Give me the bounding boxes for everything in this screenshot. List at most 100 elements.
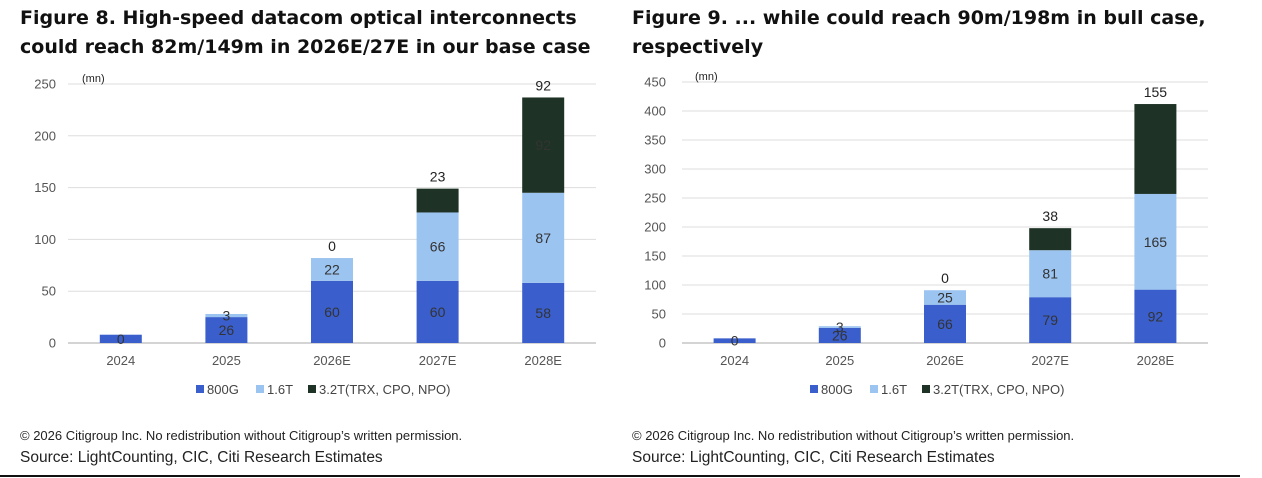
bar-segment [1134,193,1177,290]
bar-segment [205,317,248,343]
legend-swatch [196,385,204,393]
bar-segment [416,280,459,343]
legend-label: 1.6T [267,382,293,397]
bar-segment [205,313,248,318]
bar-segment [522,192,565,283]
figure-8-title: Figure 8. High-speed datacom optical int… [20,7,591,58]
bar-segment [1029,297,1072,343]
legend-swatch [922,385,930,393]
legend-label: 800G [207,382,239,397]
bottom-rule [0,475,1240,477]
bar-segment [713,338,756,343]
y-tick-label: 0 [659,336,666,351]
y-tick-label: 150 [34,180,56,195]
legend-label: 800G [821,382,853,397]
data-label: 25 [937,289,953,305]
data-label: 26 [832,327,848,343]
top-label: 155 [1144,84,1168,100]
legend-label: 3.2T(TRX, CPO, NPO) [319,382,450,397]
bar-segment [1029,228,1072,251]
bar-segment [818,327,861,343]
x-tick-label: 2026E [313,353,351,368]
data-label: 0 [731,333,739,349]
data-label: 165 [1144,234,1168,250]
data-label: 87 [535,230,551,246]
data-label: 81 [1042,266,1058,282]
y-tick-label: 200 [644,220,666,235]
data-label: 22 [324,261,340,277]
data-label: 66 [430,239,446,255]
bar-segment [1134,104,1177,194]
bar-segment [311,280,353,343]
legend-swatch [256,385,264,393]
data-label: 92 [1148,308,1164,324]
bar-segment [1029,250,1072,298]
y-tick-label: 50 [42,284,56,299]
bar-segment [924,290,966,305]
data-label: 3 [836,319,844,335]
bar-segment [416,212,459,281]
figure-9-source: Source: LightCounting, CIC, Citi Researc… [632,449,995,466]
data-label: 60 [430,304,446,320]
y-tick-label: 400 [644,104,666,119]
y-tick-label: 200 [34,128,56,143]
y-tick-label: 350 [644,133,666,148]
top-label: 92 [535,77,551,93]
y-tick-label: 50 [652,307,666,322]
data-label: 79 [1042,312,1058,328]
legend-label: 1.6T [881,382,907,397]
data-label: 3 [223,308,231,324]
x-tick-label: 2024 [720,353,749,368]
x-tick-label: 2028E [524,353,562,368]
x-tick-label: 2025 [825,353,854,368]
bar-segment [924,304,966,343]
data-label: 60 [324,304,340,320]
x-tick-label: 2025 [212,353,241,368]
figure-9-title: Figure 9. ... while could reach 90m/198m… [632,7,1206,58]
unit-label: (mn) [82,73,105,85]
figure-8-copyright: © 2026 Citigroup Inc. No redistribution … [20,428,463,443]
data-label: 0 [117,331,125,347]
bar-segment [818,326,861,328]
bar-segment [522,97,565,193]
data-label: 58 [535,305,551,321]
data-label: 92 [535,137,551,153]
y-tick-label: 300 [644,162,666,177]
figure-8-panel: Figure 8. High-speed datacom optical int… [0,0,612,478]
y-tick-label: 250 [34,77,56,92]
legend-label: 3.2T(TRX, CPO, NPO) [933,382,1064,397]
figure-8-source: Source: LightCounting, CIC, Citi Researc… [20,449,383,466]
figure-9-footer: © 2026 Citigroup Inc. No redistribution … [632,426,1074,470]
top-label: 0 [328,238,336,254]
x-tick-label: 2024 [106,353,135,368]
bar-segment [99,334,142,343]
figure-9-copyright: © 2026 Citigroup Inc. No redistribution … [632,428,1075,443]
legend-swatch [308,385,316,393]
bar-segment [522,282,565,343]
y-tick-label: 100 [644,278,666,293]
y-tick-label: 150 [644,249,666,264]
data-label: 66 [937,316,953,332]
y-tick-label: 450 [644,75,666,90]
unit-label: (mn) [695,71,718,83]
data-label: 26 [219,322,235,338]
x-tick-label: 2027E [1031,353,1069,368]
bar-segment [1134,289,1177,343]
bar-segment [416,188,459,213]
top-label: 38 [1042,208,1058,224]
legend-swatch [870,385,878,393]
top-label: 0 [941,270,949,286]
x-tick-label: 2027E [419,353,457,368]
y-tick-label: 250 [644,191,666,206]
x-tick-label: 2028E [1137,353,1175,368]
top-label: 23 [430,169,446,185]
y-tick-label: 0 [49,336,56,351]
legend-swatch [810,385,818,393]
x-tick-label: 2026E [926,353,964,368]
bar-segment [311,258,353,281]
figure-8-footer: © 2026 Citigroup Inc. No redistribution … [20,426,462,470]
y-tick-label: 100 [34,232,56,247]
figure-8-chart: 0 50 100 150 200 250 (mn) 0 2024 263 2025 60 22 0 2026… [34,73,596,397]
figure-9-panel: Figure 9. ... while could reach 90m/198m… [620,0,1232,478]
